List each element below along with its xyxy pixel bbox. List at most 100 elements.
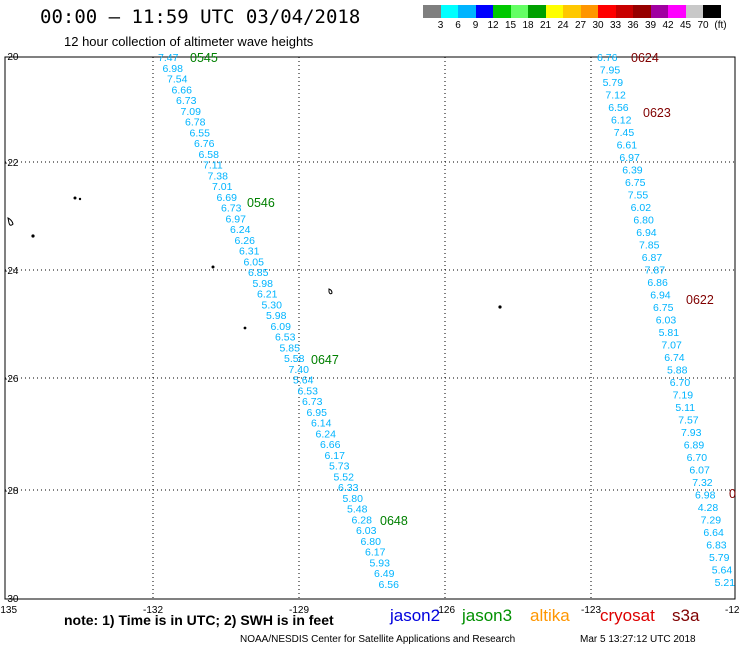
wave-height-value: 7.54 — [167, 74, 188, 86]
wave-height-value: 6.86 — [647, 277, 668, 289]
timestamp-text: Mar 5 13:27:12 UTC 2018 — [580, 634, 696, 645]
wave-height-value: 6.73 — [176, 95, 197, 107]
scale-swatch — [703, 5, 721, 18]
scale-swatch — [668, 5, 686, 18]
wave-height-value: 6.14 — [311, 418, 332, 430]
island — [211, 265, 215, 269]
wave-height-value: 6.94 — [636, 227, 657, 239]
longitude-tick-label: -132 — [143, 605, 163, 616]
wave-height-value: 6.24 — [230, 224, 251, 236]
scale-label: 70 — [697, 20, 709, 31]
wave-height-value: 6.98 — [163, 63, 184, 75]
pass-time-label: 0546 — [247, 196, 275, 210]
scale-label: (ft) — [714, 20, 727, 31]
wave-height-value: 7.38 — [208, 170, 229, 182]
map-border — [4, 56, 736, 600]
longitude-tick-label: -126 — [435, 605, 455, 616]
scale-swatch — [633, 5, 651, 18]
wave-height-value: 7.45 — [614, 127, 635, 139]
wave-height-value: 7.11 — [203, 160, 223, 172]
map-title: 00:00 – 11:59 UTC 03/04/2018 — [40, 6, 361, 28]
wave-height-value: 6.75 — [653, 302, 674, 314]
scale-label: 42 — [662, 20, 674, 31]
wave-height-value: 5.30 — [262, 299, 283, 311]
pass-time-label: 0623 — [643, 106, 671, 120]
wave-height-value: 5.88 — [667, 365, 688, 377]
wave-height-value: 6.33 — [338, 482, 359, 494]
scale-label: 3 — [437, 20, 444, 31]
wave-height-value: 7.32 — [692, 477, 713, 489]
wave-height-value: 7.07 — [661, 340, 682, 352]
scale-swatch — [685, 5, 703, 18]
latitude-tick-label: -26 — [4, 374, 19, 385]
wave-height-value: 6.87 — [642, 252, 663, 264]
wave-height-value: 5.11 — [675, 402, 695, 414]
pass-time-label: 0624 — [631, 51, 659, 65]
map-frame — [4, 56, 736, 600]
longitude-tick-label: -123 — [581, 605, 601, 616]
wave-height-value: 5.64 — [293, 375, 314, 387]
scale-swatch — [598, 5, 616, 18]
wave-height-value: 6.39 — [622, 165, 643, 177]
wave-height-value: 6.28 — [352, 514, 373, 526]
scale-label: 12 — [487, 20, 499, 31]
scale-swatch — [528, 5, 546, 18]
pass-time-label: 0647 — [311, 353, 339, 367]
wave-height-value: 7.93 — [681, 427, 702, 439]
wave-height-value: 6.80 — [361, 536, 382, 548]
note-text: note: 1) Time is in UTC; 2) SWH is in fe… — [64, 612, 334, 628]
wave-height-value: 7.40 — [289, 364, 310, 376]
satellite-label-jason2: jason2 — [390, 606, 441, 625]
scale-swatch — [440, 5, 458, 18]
latitude-tick-label: -30 — [4, 594, 19, 605]
scale-swatch — [493, 5, 511, 18]
satellite-label-s3a: s3a — [672, 606, 700, 625]
pass-time-label: 0622 — [686, 293, 714, 307]
wave-height-value: 6.53 — [298, 385, 319, 397]
wave-height-value: 6.95 — [307, 407, 328, 419]
wave-height-value: 7.29 — [701, 515, 722, 527]
island — [243, 326, 247, 330]
scale-swatch — [580, 5, 598, 18]
wave-height-value: 5.58 — [284, 353, 305, 365]
wave-height-value: 5.81 — [659, 327, 680, 339]
islands — [7, 196, 502, 330]
wave-height-value: 6.03 — [656, 315, 677, 327]
latitude-tick-label: -20 — [4, 52, 19, 63]
scale-swatch — [545, 5, 563, 18]
wave-height-value: 5.93 — [370, 557, 391, 569]
wave-height-value: 5.73 — [329, 461, 350, 473]
scale-label: 9 — [472, 20, 479, 31]
scale-swatch — [475, 5, 493, 18]
credit-text: NOAA/NESDIS Center for Satellite Applica… — [240, 634, 516, 645]
scale-label: 45 — [679, 20, 692, 31]
wave-height-value: 5.98 — [253, 278, 274, 290]
wave-height-value: 6.17 — [365, 547, 386, 559]
latitude-tick-label: -24 — [4, 266, 19, 277]
wave-height-value: 6.56 — [379, 579, 400, 591]
pass-time-labels: 0545 0546 0647 0648 0624 0623 0622 0 — [190, 51, 736, 528]
wave-height-value: 6.69 — [217, 192, 238, 204]
east-track-values: 6.767.955.797.126.566.127.456.616.976.39… — [597, 52, 735, 589]
pass-time-label: 0648 — [380, 514, 408, 528]
satellite-label-altika: altika — [530, 606, 570, 625]
island — [7, 217, 14, 226]
wave-height-value: 6.70 — [670, 377, 691, 389]
wave-height-value: 6.73 — [221, 203, 242, 215]
scale-label: 24 — [557, 20, 569, 31]
wave-height-value: 6.89 — [684, 440, 705, 452]
scale-swatch — [650, 5, 668, 18]
wave-height-value: 7.09 — [181, 106, 202, 118]
wave-height-value: 6.26 — [235, 235, 256, 247]
island — [31, 234, 35, 238]
longitude-tick-label: -129 — [289, 605, 309, 616]
wave-height-value: 7.19 — [673, 390, 694, 402]
wave-height-value: 6.49 — [374, 568, 395, 580]
axis-ticks: -135 -132 -129 -126 -123 -120 -20 -22 -24 -26 -28 -… — [0, 52, 740, 616]
wave-height-value: 6.55 — [190, 127, 211, 139]
wave-height-value: 6.74 — [664, 352, 685, 364]
wave-height-value: 7.95 — [600, 65, 621, 77]
wave-height-value: 6.31 — [239, 246, 260, 258]
scale-label: 30 — [592, 20, 604, 31]
